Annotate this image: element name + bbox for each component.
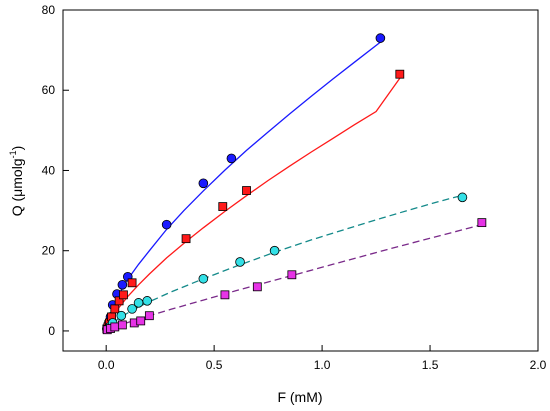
data-point-series-2 xyxy=(242,186,251,195)
data-point-series-2 xyxy=(218,202,228,211)
data-point-series-2 xyxy=(181,234,191,244)
x-tick-label: 1.5 xyxy=(422,358,439,372)
data-point-series-1 xyxy=(226,153,237,164)
data-point-series-4 xyxy=(477,218,487,228)
data-point-series-2 xyxy=(119,290,128,300)
y-axis-label-superscript: -1 xyxy=(8,150,18,158)
x-tick-label: 0.0 xyxy=(98,358,115,372)
data-point-series-2 xyxy=(127,278,137,288)
x-tick-label: 0.5 xyxy=(206,358,223,372)
fit-line-series-2 xyxy=(105,77,401,332)
plot-frame xyxy=(62,9,539,352)
data-point-series-4 xyxy=(136,316,146,326)
x-tick-label: 2.0 xyxy=(530,358,547,372)
fit-line-series-3 xyxy=(105,194,463,332)
data-point-series-1 xyxy=(375,33,386,43)
fit-lines xyxy=(105,41,483,332)
data-point-series-3 xyxy=(116,310,127,321)
data-point-series-4 xyxy=(287,270,297,280)
y-tick-label: 60 xyxy=(42,83,56,97)
data-point-series-3 xyxy=(269,245,280,256)
y-axis-label: Q (μmolg-1) xyxy=(8,146,25,217)
data-point-series-2 xyxy=(395,69,405,79)
y-tick-label: 80 xyxy=(42,3,56,17)
fit-line-series-4 xyxy=(105,223,483,332)
y-tick-label: 40 xyxy=(42,163,56,177)
data-point-series-1 xyxy=(198,178,209,189)
y-axis-label-close: ) xyxy=(9,146,25,151)
data-point-series-4 xyxy=(110,322,120,332)
data-point-series-1 xyxy=(117,280,128,290)
data-point-series-4 xyxy=(252,282,262,292)
y-axis-label-main: Q (μmolg xyxy=(9,158,25,216)
data-point-series-4 xyxy=(117,320,127,330)
data-point-series-4 xyxy=(144,311,154,321)
data-point-series-3 xyxy=(457,192,468,203)
y-tick-label: 20 xyxy=(42,244,56,258)
data-point-series-4 xyxy=(220,290,230,300)
x-axis-ticks: 0.0 0.5 1.0 1.5 2.0 xyxy=(98,345,547,372)
data-point-series-3 xyxy=(133,298,144,308)
data-point-series-3 xyxy=(198,273,209,284)
x-axis-label: F (mM) xyxy=(277,389,322,405)
data-point-series-1 xyxy=(161,219,172,230)
data-point-series-3 xyxy=(235,257,245,267)
y-axis-ticks: 0 20 40 60 80 xyxy=(42,3,69,338)
y-tick-label: 0 xyxy=(48,324,55,338)
x-tick-label: 1.0 xyxy=(314,358,331,372)
data-point-series-3 xyxy=(127,304,137,314)
data-point-series-2 xyxy=(110,304,120,314)
data-point-series-3 xyxy=(142,296,153,306)
data-markers xyxy=(102,33,487,335)
